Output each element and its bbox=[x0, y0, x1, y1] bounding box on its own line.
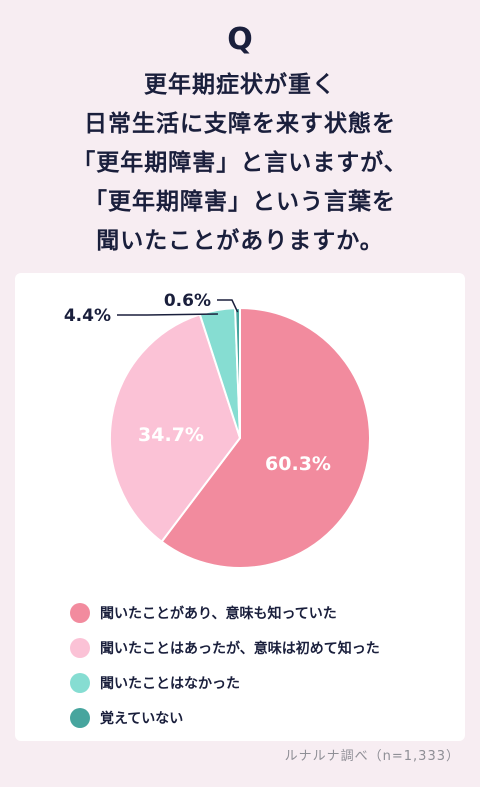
legend-label: 聞いたことはなかった bbox=[100, 675, 240, 692]
chart-card: 60.3% 34.7% 4.4% 0.6% 聞いたことがあり、意味も知っていた 聞いた… bbox=[15, 273, 465, 741]
legend-item: 聞いたことはなかった bbox=[70, 665, 380, 700]
legend-swatch bbox=[70, 672, 90, 693]
question-line-5: 聞いたことがありますか。 bbox=[96, 228, 384, 254]
slice-label: 60.3% bbox=[265, 453, 331, 475]
legend-item: 覚えていない bbox=[70, 700, 380, 735]
legend-label: 聞いたことはあったが、意味は初めて知った bbox=[100, 640, 380, 657]
pie-chart: 60.3% 34.7% 4.4% 0.6% bbox=[64, 291, 371, 569]
legend-label: 聞いたことがあり、意味も知っていた bbox=[100, 605, 337, 622]
question-mark-q: Q bbox=[227, 22, 253, 57]
legend-label: 覚えていない bbox=[100, 710, 184, 727]
pie-slice bbox=[109, 313, 242, 544]
question-text: 更年期症状が重く 日常生活に支障を来す状態を 「更年期障害」と言いますが、 「更… bbox=[0, 66, 480, 261]
legend: 聞いたことがあり、意味も知っていた 聞いたことはあったが、意味は初めて知った 聞… bbox=[70, 595, 380, 735]
legend-swatch bbox=[70, 707, 90, 728]
legend-item: 聞いたことがあり、意味も知っていた bbox=[70, 595, 380, 630]
question-line-2: 日常生活に支障を来す状態を bbox=[84, 111, 396, 137]
leader-line bbox=[117, 313, 218, 316]
legend-swatch bbox=[70, 637, 90, 658]
question-line-3: 「更年期障害」と言いますが、 bbox=[72, 150, 408, 176]
slice-label: 4.4% bbox=[64, 306, 111, 326]
question-line-4: 「更年期障害」という言葉を bbox=[84, 189, 396, 215]
slice-label: 34.7% bbox=[138, 424, 204, 446]
legend-item: 聞いたことはあったが、意味は初めて知った bbox=[70, 630, 380, 665]
pie-slice bbox=[160, 306, 371, 569]
source-note: ルナルナ調べ（n=1,333） bbox=[284, 749, 460, 764]
question-line-1: 更年期症状が重く bbox=[144, 72, 336, 98]
leader-line bbox=[217, 299, 239, 313]
slice-label: 0.6% bbox=[164, 291, 211, 311]
legend-swatch bbox=[70, 602, 90, 623]
